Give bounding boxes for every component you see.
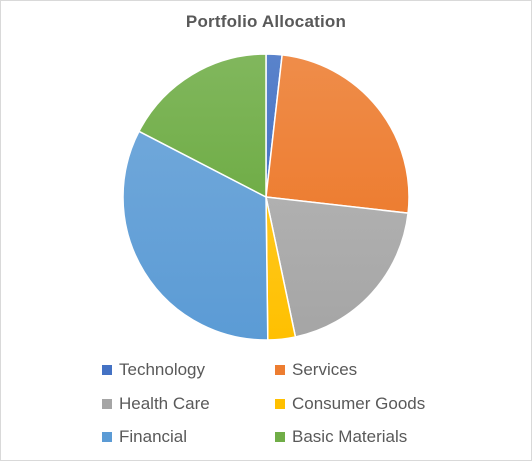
legend-label-health-care: Health Care xyxy=(119,394,210,413)
legend-swatch-services xyxy=(275,365,285,375)
legend-item-consumer-goods: Consumer Goods xyxy=(275,392,425,416)
legend-swatch-financial xyxy=(102,432,112,442)
chart-title: Portfolio Allocation xyxy=(185,12,347,31)
legend-swatch-health-care xyxy=(102,399,112,409)
legend-label-financial: Financial xyxy=(119,427,188,446)
pie-slice-financial xyxy=(122,130,269,341)
legend-label-services: Services xyxy=(292,360,358,379)
legend-label-consumer-goods: Consumer Goods xyxy=(292,394,426,413)
legend-label-technology: Technology xyxy=(119,360,206,379)
pie-slice-services xyxy=(265,54,410,214)
legend-item-basic-materials: Basic Materials xyxy=(275,425,407,449)
legend-swatch-technology xyxy=(102,365,112,375)
legend-item-technology: Technology xyxy=(102,358,205,382)
legend-item-financial: Financial xyxy=(102,425,187,449)
legend-item-services: Services xyxy=(275,358,357,382)
legend-item-health-care: Health Care xyxy=(102,392,210,416)
pie-slice-health-care xyxy=(265,196,409,338)
legend-swatch-basic-materials xyxy=(275,432,285,442)
pie-slice-basic-materials xyxy=(138,53,267,198)
legend-swatch-consumer-goods xyxy=(275,399,285,409)
legend-label-basic-materials: Basic Materials xyxy=(292,427,408,446)
chart-legend: Technology Services Health Care Consumer… xyxy=(1,358,531,458)
